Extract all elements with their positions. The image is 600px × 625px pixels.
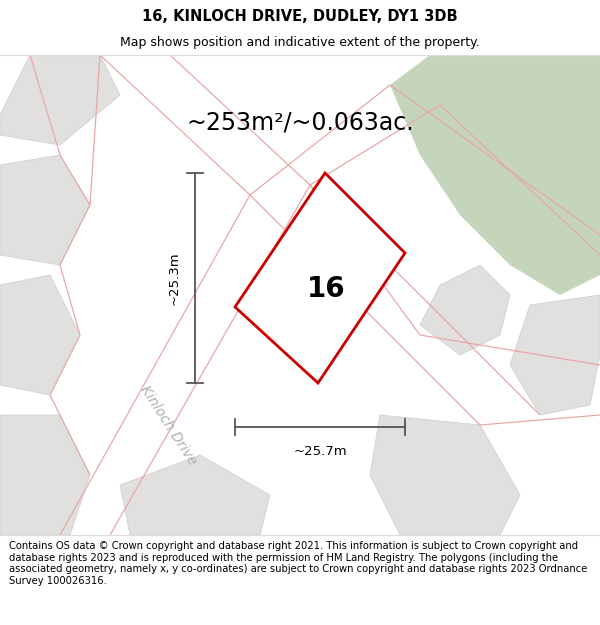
- Text: 16, KINLOCH DRIVE, DUDLEY, DY1 3DB: 16, KINLOCH DRIVE, DUDLEY, DY1 3DB: [142, 9, 458, 24]
- Text: ~25.7m: ~25.7m: [293, 445, 347, 458]
- Polygon shape: [420, 265, 510, 355]
- Polygon shape: [0, 155, 90, 265]
- Text: ~253m²/~0.063ac.: ~253m²/~0.063ac.: [186, 111, 414, 135]
- Polygon shape: [390, 55, 600, 295]
- Text: ~25.3m: ~25.3m: [168, 251, 181, 305]
- Polygon shape: [0, 275, 80, 395]
- Polygon shape: [120, 455, 270, 535]
- Polygon shape: [510, 295, 600, 415]
- Text: Kinloch Drive: Kinloch Drive: [137, 382, 199, 468]
- Polygon shape: [370, 415, 520, 535]
- Text: Contains OS data © Crown copyright and database right 2021. This information is : Contains OS data © Crown copyright and d…: [9, 541, 587, 586]
- Text: Map shows position and indicative extent of the property.: Map shows position and indicative extent…: [120, 36, 480, 49]
- Polygon shape: [235, 173, 405, 383]
- Polygon shape: [0, 415, 90, 535]
- Polygon shape: [0, 55, 120, 145]
- Text: 16: 16: [307, 275, 345, 303]
